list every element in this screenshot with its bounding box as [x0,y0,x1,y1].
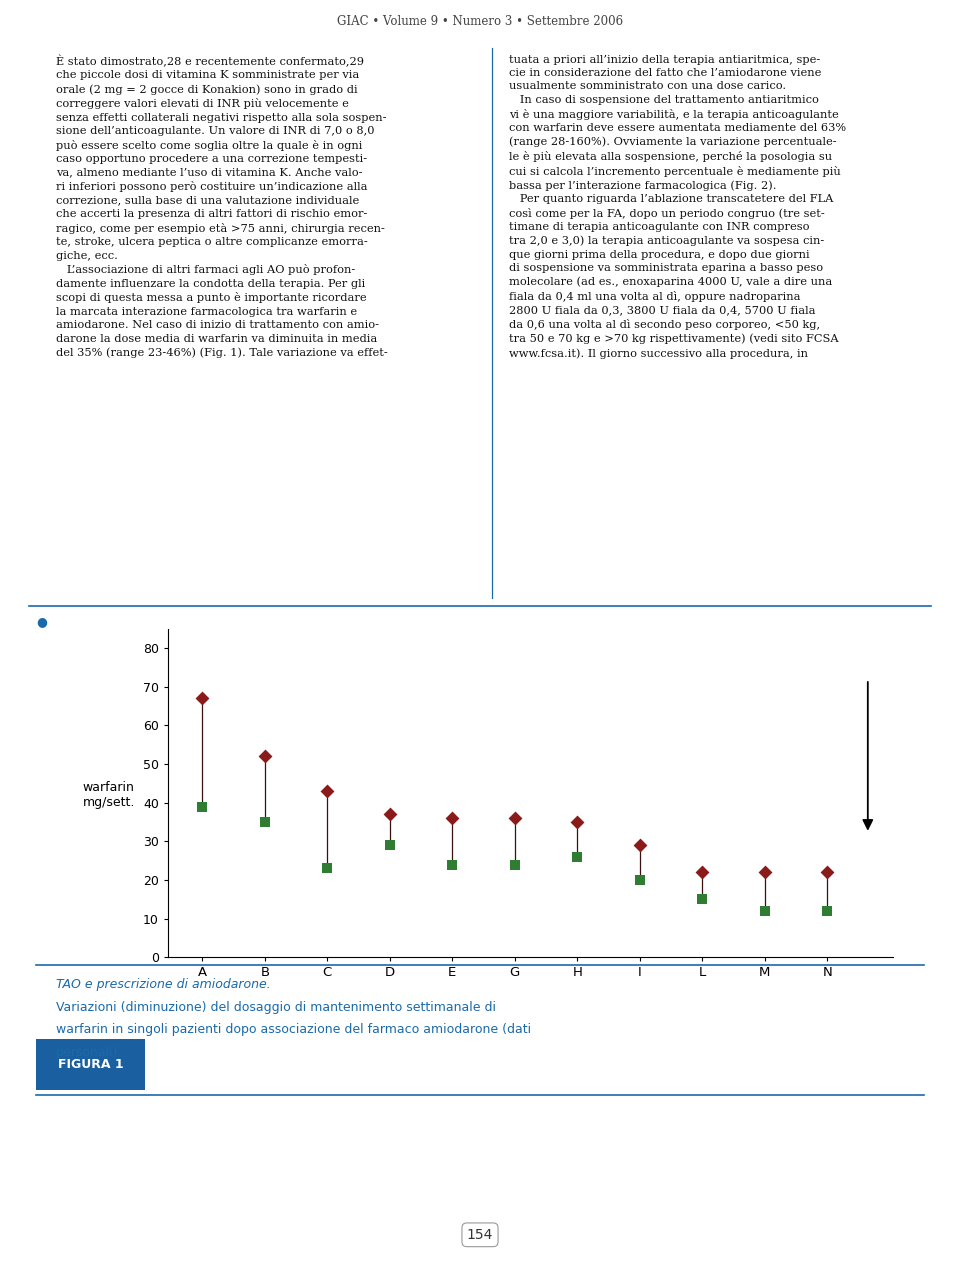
Point [569,812,585,833]
Point [320,780,335,801]
Text: È stato dimostrato,28 e recentemente confermato,29
che piccole dosi di vitamina : È stato dimostrato,28 e recentemente con… [56,55,388,358]
Point [195,689,210,709]
Text: 154: 154 [467,1228,493,1241]
Text: warfarin in singoli pazienti dopo associazione del farmaco amiodarone (dati: warfarin in singoli pazienti dopo associ… [56,1023,531,1036]
Text: warfarin
mg/sett.: warfarin mg/sett. [83,782,134,810]
Text: TAO e prescrizione di amiodarone.: TAO e prescrizione di amiodarone. [56,978,271,990]
Point [444,808,460,829]
Point [507,808,522,829]
Text: personali).: personali). [56,1046,122,1059]
Point [195,797,210,817]
Point [507,854,522,875]
Point [320,858,335,878]
Point [632,835,647,855]
Point [569,847,585,867]
Point [694,862,709,882]
Point [382,805,397,825]
Point [257,812,273,833]
Text: Variazioni (diminuzione) del dosaggio di mantenimento settimanale di: Variazioni (diminuzione) del dosaggio di… [56,1001,495,1013]
Text: ●: ● [36,615,47,628]
Text: tuata a priori all’inizio della terapia antiaritmica, spe-
cie in considerazione: tuata a priori all’inizio della terapia … [509,55,846,359]
Point [382,835,397,855]
Point [632,869,647,890]
Point [444,854,460,875]
Point [757,901,773,922]
Point [694,889,709,909]
Text: GIAC • Volume 9 • Numero 3 • Settembre 2006: GIAC • Volume 9 • Numero 3 • Settembre 2… [337,15,623,28]
Text: FIGURA 1: FIGURA 1 [58,1058,124,1071]
Point [820,901,835,922]
Point [820,862,835,882]
Point [257,746,273,766]
Point [757,862,773,882]
